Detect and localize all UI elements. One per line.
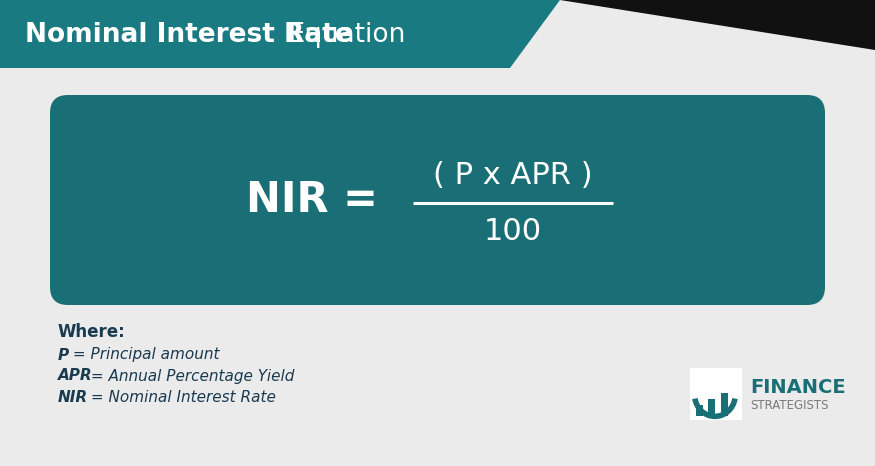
Text: 100: 100	[483, 218, 542, 247]
Text: = Principal amount: = Principal amount	[67, 348, 219, 363]
Text: = Nominal Interest Rate: = Nominal Interest Rate	[87, 390, 276, 404]
Polygon shape	[0, 0, 560, 68]
Text: Where:: Where:	[58, 323, 126, 341]
Text: NIR: NIR	[58, 390, 88, 404]
Text: Equation: Equation	[280, 22, 405, 48]
Text: STRATEGISTS: STRATEGISTS	[750, 399, 829, 412]
FancyBboxPatch shape	[721, 393, 728, 416]
Text: = Annual Percentage Yield: = Annual Percentage Yield	[87, 369, 295, 384]
FancyBboxPatch shape	[708, 399, 716, 416]
Text: FINANCE: FINANCE	[750, 378, 845, 397]
Polygon shape	[560, 0, 875, 50]
Polygon shape	[510, 50, 875, 68]
FancyBboxPatch shape	[690, 368, 742, 420]
Text: P: P	[58, 348, 69, 363]
Text: APR: APR	[58, 369, 93, 384]
Text: ( P x APR ): ( P x APR )	[433, 160, 592, 190]
Text: NIR =: NIR =	[246, 179, 377, 221]
Text: Nominal Interest Rate: Nominal Interest Rate	[25, 22, 353, 48]
FancyBboxPatch shape	[696, 405, 703, 416]
FancyBboxPatch shape	[50, 95, 825, 305]
